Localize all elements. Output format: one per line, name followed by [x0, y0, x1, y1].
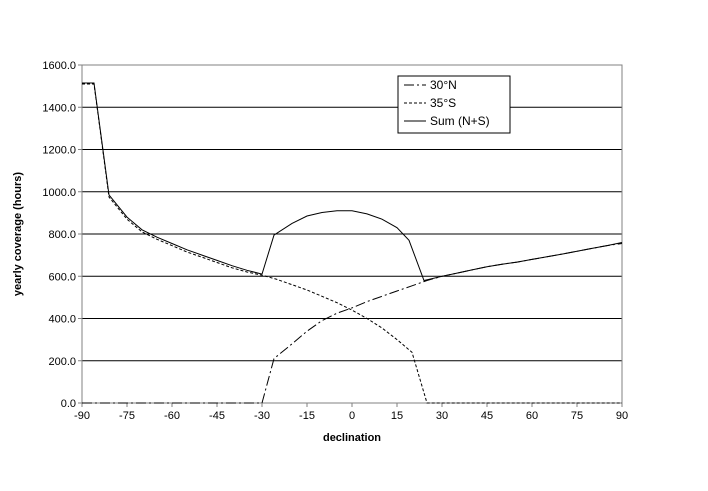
- series-lines: [82, 82, 623, 404]
- legend-label: 30°N: [430, 78, 457, 92]
- legend: 30°N 35°S Sum (N+S): [397, 75, 511, 134]
- series-line-2: [82, 82, 623, 282]
- y-tick-label: 1400.0: [42, 102, 76, 114]
- y-tick-label: 1600.0: [42, 60, 76, 72]
- y-tick-label: 1000.0: [42, 187, 76, 199]
- x-tick-label: 45: [481, 410, 493, 422]
- series-line-1: [82, 83, 622, 404]
- legend-box: [397, 75, 511, 134]
- x-tick-label: -60: [164, 410, 180, 422]
- legend-label: Sum (N+S): [430, 114, 490, 128]
- y-tick-label: 600.0: [48, 271, 76, 283]
- grid-lines: [82, 106, 622, 362]
- x-tick-label: 60: [526, 410, 538, 422]
- y-tick-label: 800.0: [48, 229, 76, 241]
- x-tick-label: -15: [299, 410, 315, 422]
- x-tick-labels: -90 -75 -60 -45 -30 -15 0 15 30 45 60 75 90: [74, 403, 628, 422]
- y-tick-label: 1200.0: [42, 145, 76, 157]
- y-tick-labels: 0.0 200.0 400.0 600.0 800.0 1000.0 1200.0 1400.…: [42, 60, 82, 410]
- x-tick-label: -30: [254, 410, 270, 422]
- y-tick-label: 400.0: [48, 314, 76, 326]
- y-tick-label: 0.0: [61, 398, 76, 410]
- x-tick-label: 30: [436, 410, 448, 422]
- x-tick-label: 0: [349, 410, 355, 422]
- legend-label: 35°S: [430, 96, 456, 110]
- x-axis-title: declination: [323, 432, 381, 444]
- x-tick-label: 90: [616, 410, 628, 422]
- x-tick-label: 15: [391, 410, 403, 422]
- series-line-0: [82, 243, 623, 404]
- x-tick-label: 75: [571, 410, 583, 422]
- y-axis-title: yearly coverage (hours): [12, 172, 24, 296]
- x-tick-label: -90: [74, 410, 90, 422]
- x-tick-label: -75: [119, 410, 135, 422]
- x-tick-label: -45: [209, 410, 225, 422]
- y-tick-label: 200.0: [48, 356, 76, 368]
